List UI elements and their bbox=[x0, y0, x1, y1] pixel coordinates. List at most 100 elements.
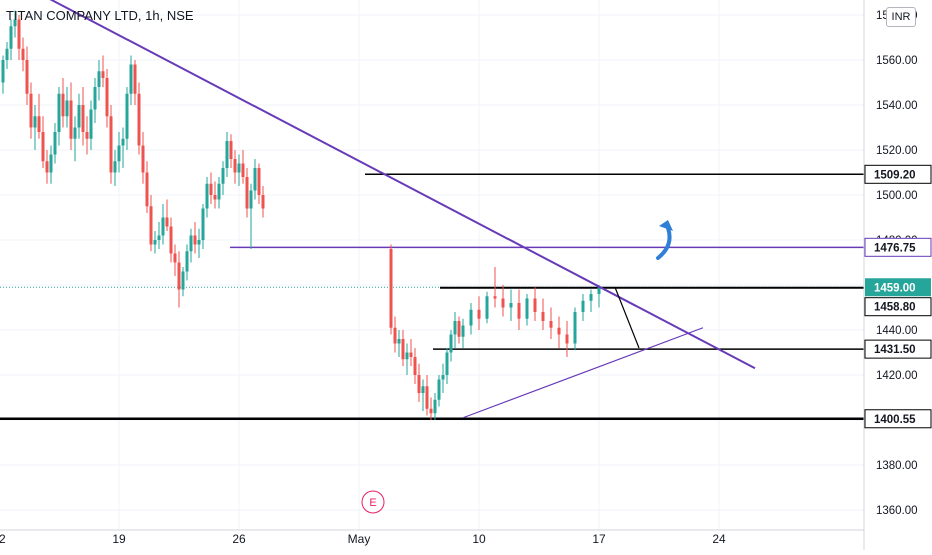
candle-body bbox=[517, 303, 521, 319]
price-axis: 1360.001380.001400.001420.001440.001460.… bbox=[863, 0, 932, 550]
candle-body bbox=[1, 60, 5, 83]
candle-body bbox=[533, 298, 537, 312]
candle-body bbox=[421, 386, 425, 393]
candle-body bbox=[145, 172, 149, 207]
price-level-tag: 1509.20 bbox=[864, 164, 932, 184]
candle bbox=[477, 296, 481, 330]
candle-body bbox=[409, 352, 413, 357]
candle bbox=[73, 116, 77, 162]
candle-body bbox=[53, 132, 57, 155]
candle-body bbox=[193, 235, 197, 245]
candle bbox=[257, 163, 261, 204]
candle bbox=[233, 150, 237, 184]
candle-body bbox=[457, 321, 461, 337]
candle bbox=[157, 222, 161, 249]
candle-body bbox=[405, 352, 409, 360]
candle-body bbox=[413, 357, 417, 375]
candle bbox=[205, 177, 209, 218]
candle-body bbox=[45, 161, 49, 173]
candle-body bbox=[433, 399, 437, 414]
candle bbox=[5, 42, 9, 69]
candle bbox=[417, 363, 421, 402]
candle-body bbox=[225, 141, 229, 168]
candle-body bbox=[37, 116, 41, 132]
candle-body bbox=[105, 78, 109, 117]
candle-body bbox=[97, 71, 101, 87]
price-level-tag: 1476.75 bbox=[864, 237, 932, 257]
earnings-marker-icon bbox=[361, 490, 385, 514]
candle-body bbox=[93, 87, 97, 110]
price-tick-label: 1360.00 bbox=[876, 505, 918, 517]
candle-body bbox=[33, 116, 37, 128]
price-level-tag: 1458.80 bbox=[864, 297, 932, 317]
candle bbox=[581, 294, 585, 321]
candle-body bbox=[113, 161, 117, 173]
candle bbox=[413, 348, 417, 384]
candle bbox=[25, 46, 29, 105]
candle bbox=[13, 10, 17, 38]
candle-body bbox=[249, 190, 253, 209]
candle bbox=[517, 289, 521, 330]
candle bbox=[493, 267, 497, 308]
candle bbox=[237, 154, 241, 186]
price-level-label: 1509.20 bbox=[874, 169, 916, 181]
candle bbox=[433, 393, 437, 420]
grid bbox=[0, 0, 864, 530]
candle-body bbox=[57, 93, 61, 132]
candle-body bbox=[241, 163, 245, 177]
candle bbox=[261, 186, 265, 218]
candle bbox=[149, 195, 153, 252]
candle bbox=[69, 82, 73, 150]
price-tick-label: 1440.00 bbox=[876, 325, 918, 337]
trendline-ascending-support bbox=[462, 327, 704, 419]
candle-body bbox=[525, 298, 529, 319]
trendlines bbox=[49, 0, 756, 419]
candle-body bbox=[397, 339, 401, 344]
price-level-label: 1476.75 bbox=[874, 242, 916, 254]
candle bbox=[129, 55, 133, 105]
candle bbox=[41, 116, 45, 168]
candle bbox=[177, 251, 181, 308]
candle bbox=[173, 244, 177, 276]
candle-body bbox=[189, 235, 193, 252]
candle-body bbox=[41, 132, 45, 162]
candle-body bbox=[61, 93, 65, 117]
price-level-label: 1458.80 bbox=[874, 302, 916, 314]
candle bbox=[61, 78, 65, 128]
price-level-bg bbox=[864, 339, 932, 359]
candle bbox=[21, 37, 25, 72]
candle-body bbox=[237, 163, 241, 173]
currency-button[interactable]: INR bbox=[886, 7, 916, 27]
price-level-bg bbox=[864, 237, 932, 257]
candle-body bbox=[257, 168, 261, 195]
candle-body bbox=[245, 177, 249, 209]
candle bbox=[209, 172, 213, 204]
candle bbox=[33, 105, 37, 150]
candle-body bbox=[173, 253, 177, 263]
price-level-bg bbox=[864, 409, 932, 429]
candle-body bbox=[445, 352, 449, 375]
candle bbox=[101, 55, 105, 87]
candle-body bbox=[117, 145, 121, 162]
candle-body bbox=[25, 60, 29, 94]
price-tick-label: 1520.00 bbox=[876, 145, 918, 157]
price-level-bg bbox=[865, 278, 931, 297]
candle-body bbox=[169, 226, 173, 254]
price-level-label: 1400.55 bbox=[874, 414, 916, 426]
candle-body bbox=[81, 105, 85, 132]
candle-body bbox=[589, 294, 593, 301]
candle bbox=[441, 363, 445, 393]
candles bbox=[1, 10, 601, 420]
time-tick-label: 10 bbox=[472, 532, 486, 546]
price-axis-bg bbox=[864, 0, 932, 550]
level-lines bbox=[0, 173, 864, 421]
candle-body bbox=[253, 168, 257, 191]
price-level-tag: 1431.50 bbox=[864, 339, 932, 359]
arrow-head-icon bbox=[659, 220, 673, 231]
candle bbox=[57, 87, 61, 146]
candle bbox=[437, 375, 441, 407]
candle bbox=[181, 267, 185, 297]
candle-body bbox=[389, 249, 393, 328]
